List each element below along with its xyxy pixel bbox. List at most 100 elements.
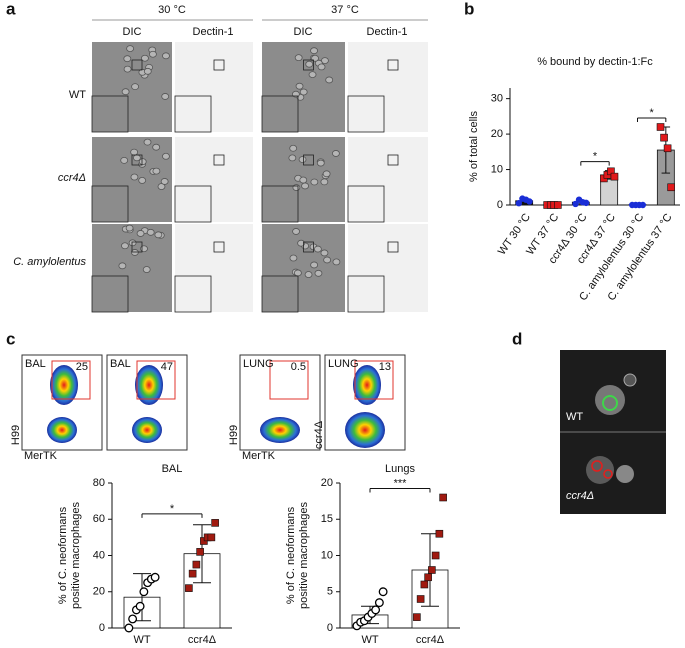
gate-value: 47 [161, 361, 173, 373]
data-point [420, 580, 429, 589]
significance-label: *** [394, 477, 408, 489]
inset-region [131, 154, 143, 166]
y-axis-label: % of total cells [468, 111, 480, 182]
data-point [374, 598, 384, 608]
strain: C. amylolentus [13, 256, 86, 268]
cell [143, 67, 152, 75]
channel: DIC [294, 26, 313, 38]
cell [289, 144, 298, 152]
cell [310, 261, 319, 269]
panel-label: c [6, 329, 15, 348]
inset-region [131, 59, 143, 71]
gate [269, 360, 309, 400]
gate [136, 360, 176, 400]
image-label: WT [566, 411, 583, 423]
data-point [188, 569, 197, 578]
data-point [135, 601, 145, 611]
cell [623, 373, 637, 387]
cell [128, 239, 137, 247]
y-tick-label: 0 [99, 622, 105, 634]
cell [294, 54, 303, 62]
inset-region [303, 241, 314, 253]
cell [332, 150, 340, 157]
panel-d: WT ccr4Δ [560, 350, 666, 514]
micrograph [348, 224, 428, 312]
inset-region [213, 59, 225, 71]
data-point [431, 551, 440, 560]
cell [305, 60, 314, 68]
gate [51, 360, 91, 400]
cell [595, 385, 625, 415]
x-tick-label: WT [361, 634, 378, 646]
inset [91, 275, 129, 313]
panel-label: b [464, 0, 474, 18]
data-point [416, 595, 425, 603]
condition: 37 °C [331, 4, 359, 16]
data-point [435, 529, 444, 538]
inset [174, 185, 212, 223]
channel: Dectin-1 [193, 26, 234, 38]
cell [289, 254, 298, 262]
y-tick-label: 15 [321, 513, 333, 525]
cell [301, 182, 309, 190]
x-tick-label: ccr4Δ [188, 634, 217, 646]
cell [152, 167, 161, 175]
cell [131, 83, 139, 91]
gate-value: 13 [379, 361, 391, 373]
data-point [196, 548, 204, 556]
data-point [128, 614, 138, 624]
y-tick-label: 0 [497, 199, 503, 211]
y-tick-label: 30 [491, 93, 503, 105]
y-tick-label: 10 [491, 163, 503, 175]
cell [322, 170, 331, 178]
significance-label: * [170, 503, 175, 515]
cell [310, 47, 318, 55]
data-point [439, 493, 447, 502]
panel-label: d [512, 329, 522, 348]
cell [130, 249, 139, 256]
data-point [660, 133, 668, 142]
data-point [185, 584, 193, 592]
cell [288, 154, 297, 162]
inset [261, 185, 299, 223]
cell [323, 256, 332, 264]
cell [293, 269, 302, 277]
cell-stain [603, 469, 613, 479]
cell [120, 156, 129, 164]
data-point [424, 573, 432, 582]
cell [142, 266, 151, 273]
strain: WT [69, 89, 86, 101]
cell [132, 154, 141, 162]
cell [160, 178, 169, 185]
cell [162, 152, 170, 160]
data-point [572, 200, 579, 208]
data-point [192, 560, 201, 569]
inset [347, 95, 385, 133]
flow-y-label: H99 [228, 425, 240, 445]
cell [292, 228, 300, 235]
gate-value: 0.5 [291, 361, 306, 373]
significance-label: * [650, 107, 655, 119]
y-tick-label: 5 [327, 586, 333, 598]
cell [299, 176, 308, 184]
condition: 30 °C [158, 4, 186, 16]
y-tick-label: 20 [321, 477, 333, 489]
inset-region [387, 154, 399, 166]
data-point [639, 201, 647, 209]
inset [261, 275, 299, 313]
inset-region [213, 241, 225, 253]
data-point [610, 172, 619, 181]
tissue-label: LUNG [243, 358, 274, 370]
cell [126, 45, 135, 53]
cell [316, 159, 325, 167]
channel: Dectin-1 [367, 26, 408, 38]
micrograph [348, 137, 428, 222]
cell [154, 231, 163, 239]
y-tick-label: 80 [93, 477, 105, 489]
flow-y-label: H99 [10, 425, 22, 445]
gate-value: 25 [76, 361, 88, 373]
data-point [515, 200, 523, 207]
population [345, 412, 385, 448]
